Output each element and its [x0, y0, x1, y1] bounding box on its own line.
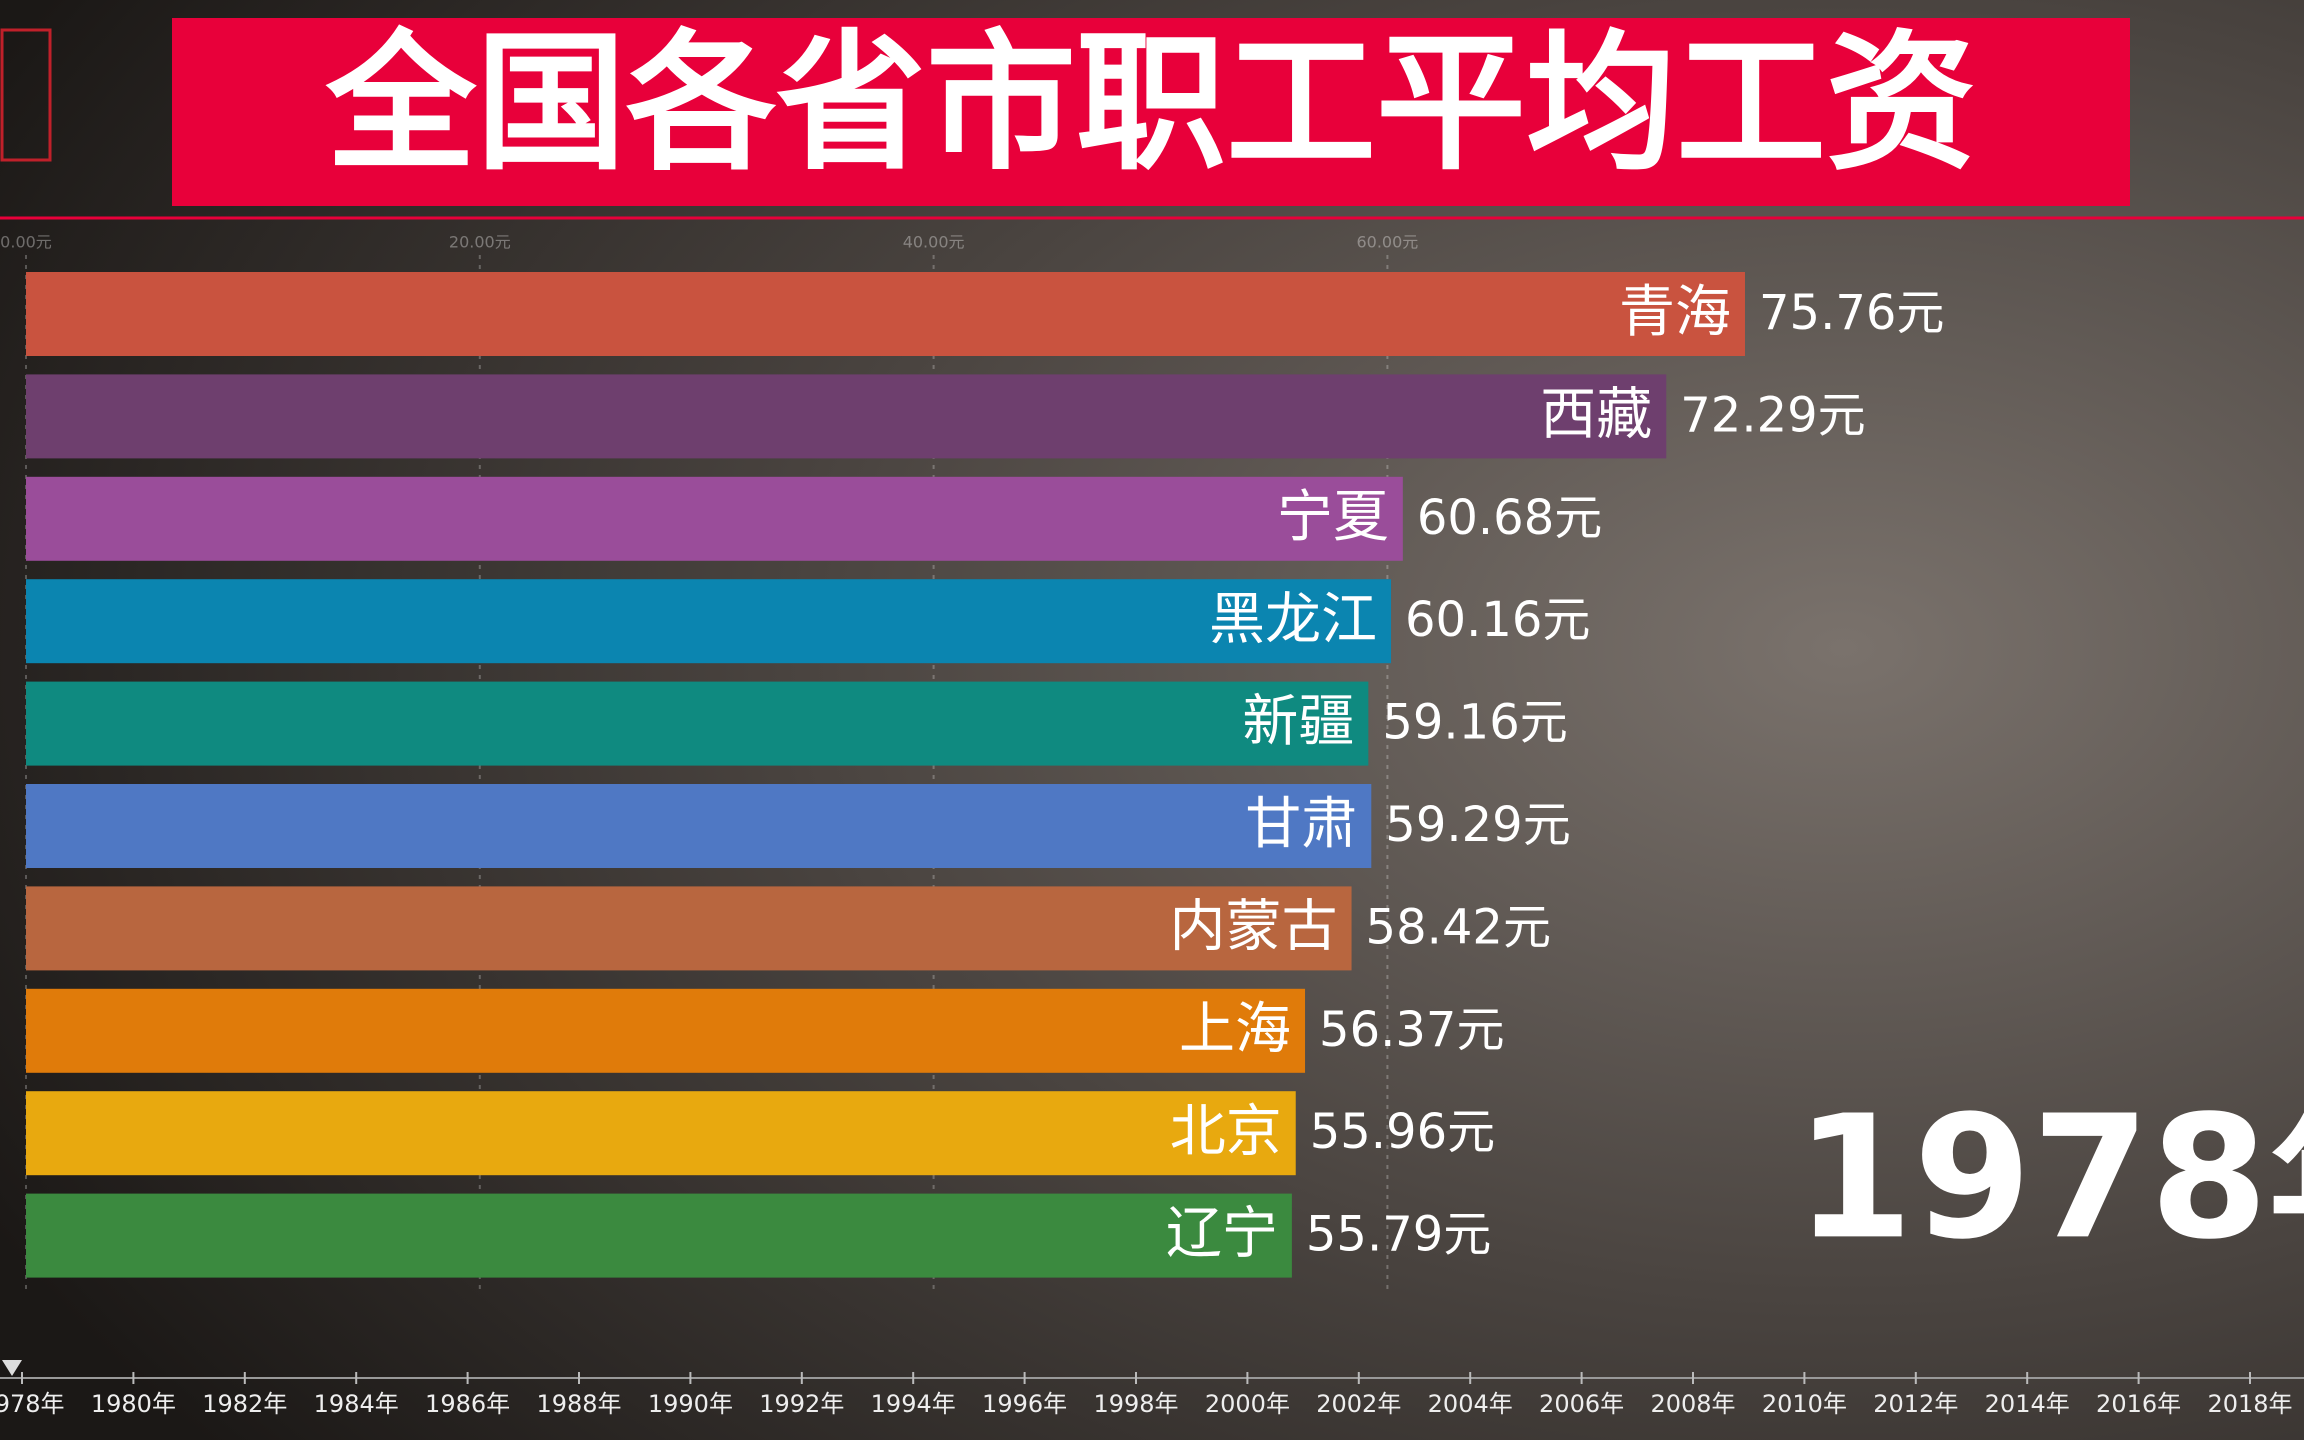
value-label: 59.16元 — [1382, 695, 1567, 751]
timeline-label: 2018年 — [2207, 1390, 2292, 1418]
timeline-label: 1986年 — [425, 1390, 510, 1418]
timeline-label: 1980年 — [91, 1390, 176, 1418]
bar — [26, 272, 1745, 356]
category-label: 黑龙江 — [1209, 587, 1377, 652]
value-label: 60.68元 — [1417, 490, 1602, 546]
x-tick-label: 20.00元 — [449, 233, 511, 252]
timeline-label: 1996年 — [982, 1390, 1067, 1418]
title-box — [172, 18, 2130, 206]
category-label: 西藏 — [1540, 383, 1652, 448]
timeline-label: 1998年 — [1093, 1390, 1178, 1418]
timeline-label: 1978年 — [0, 1390, 65, 1418]
timeline-label: 2016年 — [2096, 1390, 2181, 1418]
seal — [0, 28, 52, 162]
timeline-label: 1984年 — [314, 1390, 399, 1418]
category-label: 青海 — [1619, 280, 1731, 345]
timeline-label: 1988年 — [536, 1390, 621, 1418]
year-label: 1978年 — [1795, 1079, 2304, 1277]
timeline-label: 2014年 — [1985, 1390, 2070, 1418]
timeline-label: 2006年 — [1539, 1390, 1624, 1418]
value-label: 59.29元 — [1385, 797, 1570, 853]
category-label: 内蒙古 — [1170, 895, 1338, 960]
bar — [26, 784, 1372, 868]
bar — [26, 1193, 1292, 1278]
timeline-label: 1990年 — [648, 1390, 733, 1418]
timeline-label: 1994年 — [871, 1390, 956, 1418]
chart-title: 全国各省市职工平均工资 — [325, 17, 1976, 191]
bar — [26, 374, 1667, 459]
bar — [26, 579, 1392, 664]
timeline-label: 1992年 — [759, 1390, 844, 1418]
value-label: 55.96元 — [1310, 1104, 1495, 1160]
x-tick-label: 60.00元 — [1356, 233, 1418, 252]
value-label: 72.29元 — [1680, 387, 1865, 443]
bar — [26, 886, 1352, 971]
value-label: 75.76元 — [1759, 285, 1944, 341]
bar — [26, 1091, 1296, 1176]
value-label: 56.37元 — [1319, 1002, 1504, 1058]
category-label: 辽宁 — [1166, 1202, 1278, 1267]
bar — [26, 476, 1403, 561]
x-tick-label: 0.00元 — [0, 233, 52, 252]
category-label: 北京 — [1170, 1099, 1282, 1164]
timeline-label: 2010年 — [1762, 1390, 1847, 1418]
category-label: 宁夏 — [1277, 485, 1389, 550]
timeline-label: 2004年 — [1428, 1390, 1513, 1418]
x-tick-label: 40.00元 — [903, 233, 965, 252]
value-label: 60.16元 — [1405, 592, 1590, 648]
timeline-label: 1982年 — [202, 1390, 287, 1418]
category-label: 甘肃 — [1245, 792, 1357, 857]
value-label: 55.79元 — [1306, 1207, 1491, 1263]
timeline-label: 2012年 — [1873, 1390, 1958, 1418]
bar — [26, 988, 1306, 1073]
timeline-label: 2002年 — [1316, 1390, 1401, 1418]
timeline-marker — [2, 1360, 22, 1376]
timeline-label: 2008年 — [1650, 1390, 1735, 1418]
bar — [26, 681, 1369, 766]
value-label: 58.42元 — [1366, 899, 1551, 955]
category-label: 上海 — [1179, 997, 1291, 1062]
timeline-label: 2000年 — [1205, 1390, 1290, 1418]
category-label: 新疆 — [1242, 690, 1354, 755]
